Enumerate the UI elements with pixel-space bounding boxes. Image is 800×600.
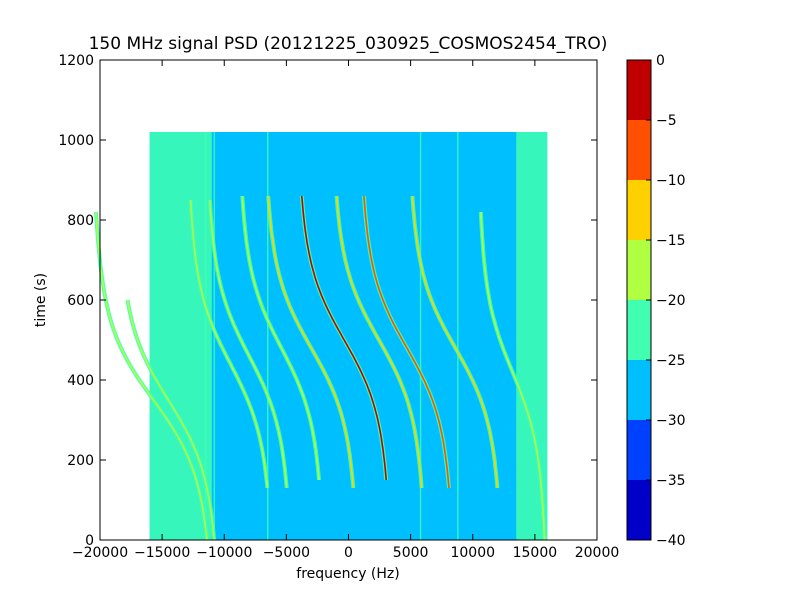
spectrogram-plot-area: −20000 −15000 −10000 −5000 0 5000 10000 15000 20… [58,53,619,561]
doppler-trace [241,195,320,481]
colorbar-tick-label: −25 [656,353,686,369]
doppler-trace [126,299,215,541]
doppler-trace [301,195,387,481]
colorbar-level [627,180,651,240]
chart-title: 150 MHz signal PSD (20121225_030925_COSM… [89,34,608,54]
colorbar-level [627,60,651,120]
y-axis-label: time (s) [33,273,49,327]
colorbar-tick-label: −10 [656,173,686,189]
doppler-trace [411,195,499,489]
y-tick-label: 800 [67,213,94,229]
colorbar-level [627,120,651,180]
colorbar-tick-label: −30 [656,413,686,429]
x-tick-label: −10000 [196,545,252,561]
doppler-trace [335,195,423,489]
colorbar-level [627,300,651,360]
x-tick-label: −5000 [263,545,310,561]
heatmap-edge-band [149,132,212,540]
x-axis-ticks: −20000 −15000 −10000 −5000 0 5000 10000 15000 20… [72,60,619,561]
x-tick-label: −20000 [72,545,128,561]
y-tick-label: 1200 [58,53,94,69]
colorbar-tick-label: −5 [656,113,677,129]
colorbar-levels [627,60,651,540]
x-tick-label: −15000 [134,545,190,561]
colorbar-ticks: 0 −5 −10 −15 −20 −25 −30 −35 −40 [646,53,686,549]
x-tick-label: 15000 [513,545,558,561]
colorbar-tick-label: −40 [656,533,686,549]
y-tick-label: 600 [67,293,94,309]
x-tick-label: 0 [344,545,353,561]
colorbar: 0 −5 −10 −15 −20 −25 −30 −35 −40 [626,53,686,549]
y-tick-label: 1000 [58,133,94,149]
doppler-trace [480,211,546,541]
colorbar-tick-label: 0 [656,53,665,69]
colorbar-level [627,420,651,480]
spectrogram-heatmap [93,132,548,541]
doppler-trace [209,199,288,489]
y-axis-ticks: 0 200 400 600 800 1000 1200 [58,53,597,549]
x-tick-label: 20000 [575,545,620,561]
doppler-trace [95,211,208,541]
colorbar-level [627,360,651,420]
x-axis-label: frequency (Hz) [296,566,399,582]
colorbar-tick-label: −35 [656,473,686,489]
colorbar-tick-label: −20 [656,293,686,309]
doppler-trace [267,195,355,489]
heatmap-edge-band [516,132,548,540]
y-tick-label: 400 [67,373,94,389]
colorbar-level [627,480,651,540]
y-tick-label: 0 [85,533,94,549]
doppler-trace [189,199,269,489]
colorbar-level [627,240,651,300]
x-tick-label: 5000 [393,545,429,561]
x-tick-label: 10000 [450,545,495,561]
y-tick-label: 200 [67,453,94,469]
doppler-trace [363,195,450,489]
colorbar-tick-label: −15 [656,233,686,249]
